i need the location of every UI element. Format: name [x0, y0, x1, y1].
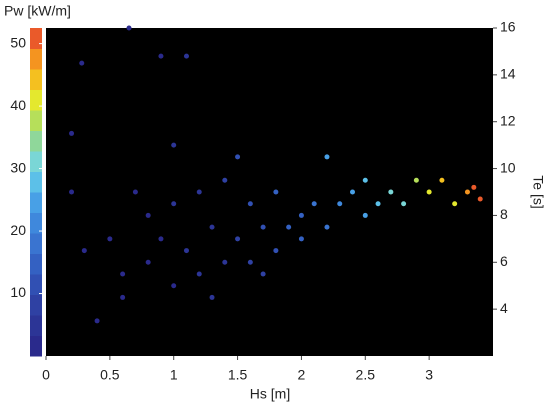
scatter-point — [439, 177, 445, 183]
scatter-point — [388, 189, 394, 195]
scatter-point — [69, 130, 75, 136]
scatter-point — [298, 236, 304, 242]
scatter-point — [69, 189, 75, 195]
scatter-point — [426, 189, 432, 195]
x-axis-label: Hs [m] — [250, 386, 290, 402]
colorbar-segment — [30, 274, 42, 295]
colorbar-segment — [30, 130, 42, 152]
colorbar-segment — [30, 89, 42, 111]
colorbar-tick-label: 10 — [10, 284, 26, 300]
y-tick-label: 10 — [500, 159, 516, 175]
y-tick-label: 6 — [500, 253, 508, 269]
scatter-point — [260, 271, 266, 277]
x-tick-label: 2 — [298, 367, 306, 383]
scatter-point — [171, 142, 177, 148]
colorbar-segment — [30, 335, 42, 357]
scatter-point — [183, 53, 189, 59]
y-axis-label: Te [s] — [530, 175, 546, 208]
scatter-point — [362, 212, 368, 218]
scatter-point — [324, 224, 330, 230]
colorbar-tick-label: 40 — [10, 97, 26, 113]
scatter-point — [311, 201, 317, 207]
colorbar-segment — [30, 233, 42, 254]
x-tick-label: 1 — [170, 367, 178, 383]
scatter-point — [126, 25, 132, 31]
scatter-point — [158, 53, 164, 59]
scatter-point — [132, 189, 138, 195]
colorbar-segment — [30, 28, 42, 49]
scatter-point — [171, 283, 177, 289]
colorbar-segment — [30, 192, 42, 213]
scatter-point — [222, 259, 228, 265]
colorbar-segment — [30, 69, 42, 90]
plot-background — [46, 28, 493, 356]
scatter-point — [298, 212, 304, 218]
scatter-point — [350, 189, 356, 195]
colorbar-segment — [30, 151, 42, 172]
colorbar-segment — [30, 171, 42, 193]
scatter-point — [273, 248, 279, 254]
scatter-point — [247, 259, 253, 265]
scatter-point — [362, 177, 368, 183]
scatter-point — [196, 189, 202, 195]
x-tick-label: 2.5 — [356, 367, 376, 383]
scatter-point — [145, 212, 151, 218]
scatter-point — [183, 248, 189, 254]
x-tick-label: 3 — [425, 367, 433, 383]
scatter-point — [120, 271, 126, 277]
colorbar-segment — [30, 315, 42, 336]
scatter-point — [324, 154, 330, 160]
scatter-point — [401, 201, 407, 207]
colorbar-label: Pw [kW/m] — [4, 3, 71, 19]
scatter-point — [158, 236, 164, 242]
scatter-point — [247, 201, 253, 207]
scatter-point — [471, 184, 477, 190]
y-tick-label: 14 — [500, 66, 516, 82]
colorbar-tick-label: 20 — [10, 222, 26, 238]
y-tick-label: 4 — [500, 300, 508, 316]
scatter-point — [413, 177, 419, 183]
y-tick-label: 12 — [500, 112, 516, 128]
scatter-point — [337, 201, 343, 207]
scatter-point — [260, 224, 266, 230]
scatter-point — [209, 294, 215, 300]
scatter-point — [464, 189, 470, 195]
scatter-point — [145, 259, 151, 265]
x-tick-label: 0 — [42, 367, 50, 383]
scatter-point — [81, 248, 87, 254]
scatter-point — [120, 294, 126, 300]
scatter-point — [273, 189, 279, 195]
colorbar-segment — [30, 212, 42, 234]
colorbar-segment — [30, 253, 42, 275]
y-tick-label: 8 — [500, 206, 508, 222]
scatter-point — [452, 201, 458, 207]
scatter-point — [222, 177, 228, 183]
scatter-point — [286, 224, 292, 230]
scatter-point — [235, 154, 241, 160]
colorbar-segment — [30, 110, 42, 131]
y-tick-label: 16 — [500, 19, 516, 35]
scatter-point — [209, 224, 215, 230]
scatter-point — [107, 236, 113, 242]
scatter-point — [79, 60, 85, 66]
x-tick-label: 0.5 — [100, 367, 120, 383]
colorbar-tick-label: 30 — [10, 159, 26, 175]
colorbar-segment — [30, 294, 42, 316]
x-tick-label: 1.5 — [228, 367, 248, 383]
scatter-point — [196, 271, 202, 277]
scatter-point — [375, 201, 381, 207]
scatter-point — [235, 236, 241, 242]
colorbar-tick-label: 50 — [10, 34, 26, 50]
scatter-point — [171, 201, 177, 207]
scatter-point — [477, 196, 483, 202]
scatter-point — [94, 318, 100, 324]
colorbar-segment — [30, 48, 42, 70]
